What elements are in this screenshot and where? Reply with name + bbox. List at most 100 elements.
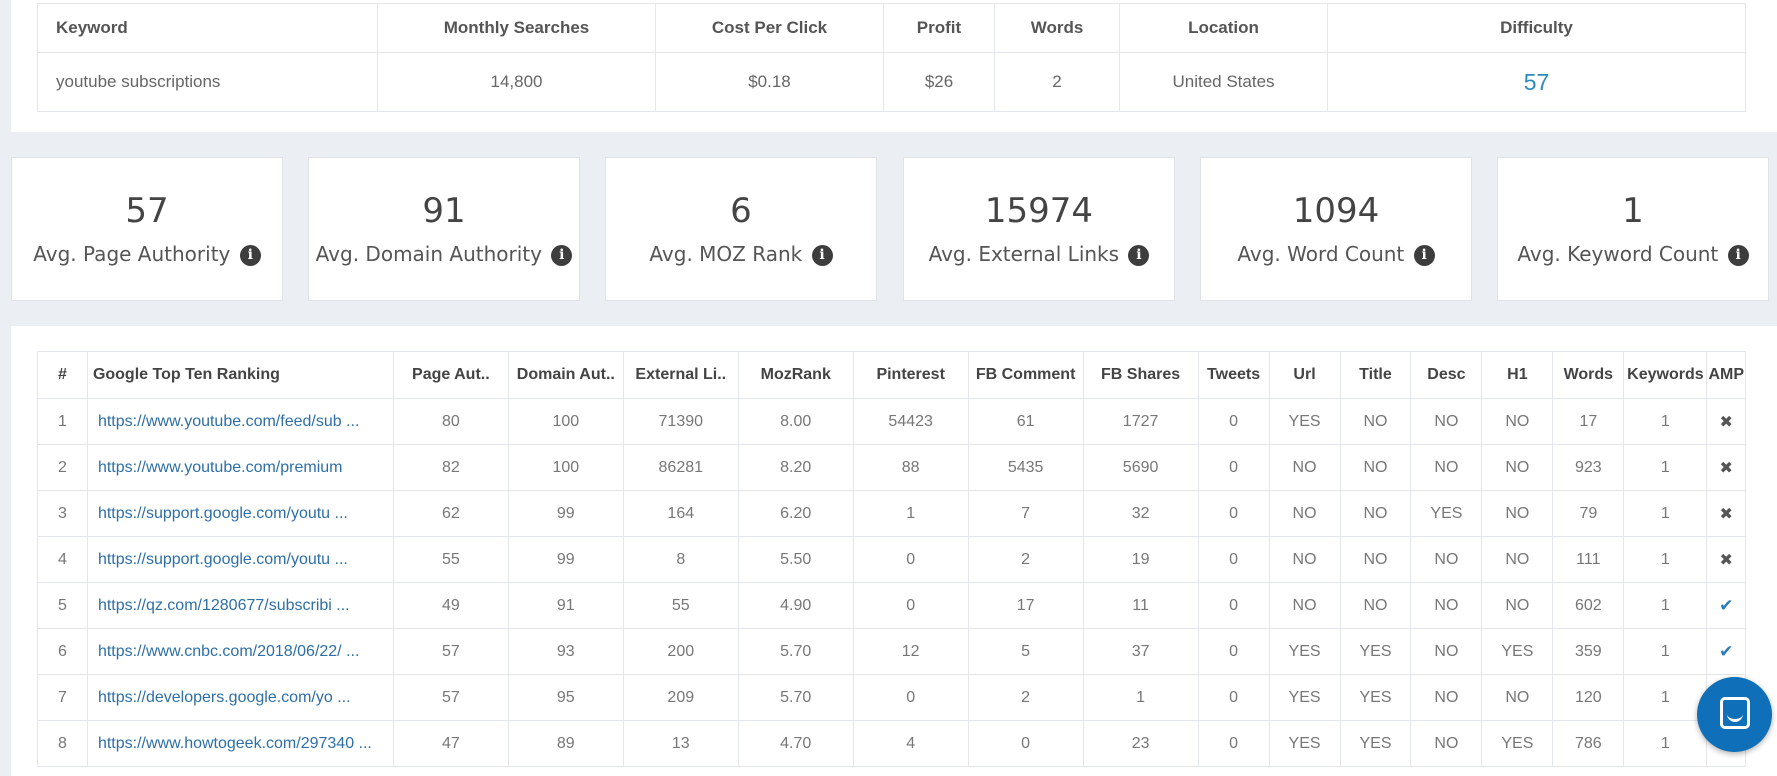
amp-cell: ✖	[1706, 444, 1746, 491]
info-circle-icon[interactable]: i	[1128, 245, 1150, 266]
external-links: 55	[622, 582, 739, 629]
metric-cards: 57 Avg. Page Authority i 91 Avg. Domain …	[11, 157, 1777, 301]
header-fb-shares[interactable]: FB Shares	[1082, 351, 1199, 399]
url-flag: NO	[1268, 490, 1341, 537]
metric-label-row: Avg. MOZ Rank i	[606, 241, 876, 267]
header-keywords[interactable]: Keywords	[1623, 351, 1708, 399]
header-mozrank[interactable]: MozRank	[737, 351, 854, 399]
ranking-url-link[interactable]: https://support.google.com/youtu ...	[86, 490, 394, 537]
tweets: 0	[1197, 444, 1270, 491]
h1-flag: NO	[1481, 398, 1554, 445]
domain-authority: 99	[507, 536, 624, 583]
header-profit[interactable]: Profit	[883, 3, 995, 53]
title-flag: NO	[1339, 582, 1412, 629]
desc-flag: NO	[1410, 444, 1483, 491]
header-difficulty[interactable]: Difficulty	[1327, 3, 1746, 53]
fb-comment: 5	[967, 628, 1084, 675]
h1-flag: NO	[1481, 674, 1554, 721]
rank-number: 4	[37, 536, 88, 583]
ranking-url-link[interactable]: https://www.youtube.com/feed/sub ...	[86, 398, 394, 445]
metric-label-row: Avg. Keyword Count i	[1498, 241, 1768, 267]
ranking-table: # Google Top Ten Ranking Page Aut.. Doma…	[37, 351, 1746, 767]
info-circle-icon[interactable]: i	[1727, 245, 1749, 266]
header-google-top-ten[interactable]: Google Top Ten Ranking	[86, 351, 394, 399]
metric-value: 15974	[984, 191, 1094, 231]
header-desc[interactable]: Desc	[1410, 351, 1483, 399]
header-words[interactable]: Words	[994, 3, 1120, 53]
fb-comment: 17	[967, 582, 1084, 629]
ranking-table-header: # Google Top Ten Ranking Page Aut.. Doma…	[37, 351, 1746, 399]
metric-card-external-links: 15974 Avg. External Links i	[903, 157, 1175, 301]
word-count: 923	[1552, 444, 1625, 491]
difficulty-value: 57	[1523, 68, 1550, 95]
chat-bubble-icon	[1720, 697, 1750, 729]
header-pinterest[interactable]: Pinterest	[852, 351, 969, 399]
keyword-count: 1	[1623, 444, 1708, 491]
table-row: 6 https://www.cnbc.com/2018/06/22/ ... 5…	[37, 628, 1746, 675]
external-links: 200	[622, 628, 739, 675]
metric-label: Avg. Domain Authority	[315, 242, 542, 266]
metric-label: Avg. Word Count	[1237, 242, 1405, 266]
tweets: 0	[1197, 582, 1270, 629]
header-domain-authority[interactable]: Domain Aut..	[507, 351, 624, 399]
mozrank: 8.20	[737, 444, 854, 491]
fb-shares: 37	[1082, 628, 1199, 675]
domain-authority: 91	[507, 582, 624, 629]
x-icon: ✖	[1719, 505, 1733, 523]
ranking-url-link[interactable]: https://www.youtube.com/premium	[86, 444, 394, 491]
chat-launcher-button[interactable]	[1697, 677, 1772, 752]
ranking-url-link[interactable]: https://www.cnbc.com/2018/06/22/ ...	[86, 628, 394, 675]
info-circle-icon[interactable]: i	[811, 245, 833, 266]
amp-cell: ✖	[1706, 398, 1746, 445]
x-icon: ✖	[1719, 459, 1733, 477]
header-fb-comment[interactable]: FB Comment	[967, 351, 1084, 399]
table-row: 7 https://developers.google.com/yo ... 5…	[37, 674, 1746, 721]
header-rank[interactable]: #	[37, 351, 88, 399]
header-cost-per-click[interactable]: Cost Per Click	[655, 3, 884, 53]
info-circle-icon[interactable]: i	[551, 245, 573, 266]
keyword-count: 1	[1623, 398, 1708, 445]
info-circle-icon[interactable]: i	[239, 245, 261, 266]
check-icon: ✔	[1719, 595, 1734, 615]
external-links: 86281	[622, 444, 739, 491]
keyword-count: 1	[1623, 674, 1708, 721]
fb-shares: 1727	[1082, 398, 1199, 445]
domain-authority: 93	[507, 628, 624, 675]
pinterest: 4	[852, 720, 969, 767]
keyword-summary-panel: Keyword Monthly Searches Cost Per Click …	[11, 0, 1777, 132]
header-h1[interactable]: H1	[1481, 351, 1554, 399]
header-page-authority[interactable]: Page Aut..	[392, 351, 509, 399]
header-tweets[interactable]: Tweets	[1197, 351, 1270, 399]
ranking-url-link[interactable]: https://qz.com/1280677/subscribi ...	[86, 582, 394, 629]
fb-comment: 5435	[967, 444, 1084, 491]
table-row: 4 https://support.google.com/youtu ... 5…	[37, 536, 1746, 583]
info-circle-icon[interactable]: i	[1413, 245, 1435, 266]
header-url[interactable]: Url	[1268, 351, 1341, 399]
title-flag: NO	[1339, 398, 1412, 445]
rank-number: 6	[37, 628, 88, 675]
ranking-url-link[interactable]: https://www.howtogeek.com/297340 ...	[86, 720, 394, 767]
monthly-searches-value: 14,800	[377, 52, 656, 112]
rank-number: 3	[37, 490, 88, 537]
ranking-panel: # Google Top Ten Ranking Page Aut.. Doma…	[11, 326, 1777, 776]
header-monthly-searches[interactable]: Monthly Searches	[377, 3, 656, 53]
mozrank: 5.70	[737, 674, 854, 721]
ranking-url-link[interactable]: https://support.google.com/youtu ...	[86, 536, 394, 583]
header-words[interactable]: Words	[1552, 351, 1625, 399]
amp-cell: ✖	[1706, 536, 1746, 583]
pinterest: 1	[852, 490, 969, 537]
metric-label: Avg. MOZ Rank	[649, 242, 803, 266]
header-location[interactable]: Location	[1119, 3, 1328, 53]
fb-comment: 0	[967, 720, 1084, 767]
ranking-url-link[interactable]: https://developers.google.com/yo ...	[86, 674, 394, 721]
h1-flag: YES	[1481, 628, 1554, 675]
header-external-links[interactable]: External Li..	[622, 351, 739, 399]
header-title[interactable]: Title	[1339, 351, 1412, 399]
rank-number: 1	[37, 398, 88, 445]
word-count: 359	[1552, 628, 1625, 675]
pinterest: 0	[852, 536, 969, 583]
header-keyword[interactable]: Keyword	[37, 3, 378, 53]
table-row: 1 https://www.youtube.com/feed/sub ... 8…	[37, 398, 1746, 445]
check-icon: ✔	[1719, 641, 1734, 661]
header-amp[interactable]: AMP	[1706, 351, 1746, 399]
